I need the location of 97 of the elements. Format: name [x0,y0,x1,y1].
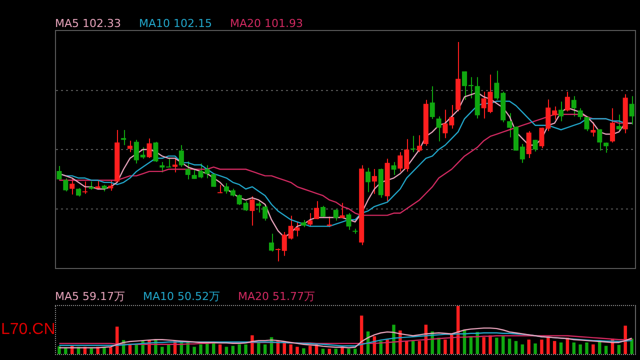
candlestick [185,160,190,180]
bar [592,344,595,354]
bar [334,348,338,354]
candlestick [82,181,88,194]
bar [624,326,627,354]
candlestick [108,180,114,192]
bar [109,347,112,354]
candlestick [146,138,152,159]
bar [354,348,357,354]
bar [585,342,588,354]
bar [238,344,241,354]
text: MA10 102.15 [139,17,212,30]
bar [437,338,440,354]
text: MA5 102.33 [55,17,121,30]
bar [308,346,312,354]
candlestick [314,200,320,220]
bar [552,341,556,354]
candlestick [372,168,377,194]
text: MA5 59.17万 [55,290,126,303]
candlestick [70,178,75,195]
candlestick [578,108,583,120]
candlestick [436,116,442,142]
candlestick [250,196,255,226]
bar [540,340,544,354]
bar [302,348,306,354]
bar [444,340,447,354]
bar [328,348,332,354]
candlestick [308,212,313,228]
candlestick [121,129,126,146]
bar [617,344,621,354]
bar [244,344,248,354]
bar [520,344,524,354]
candlestick [590,122,596,138]
candlestick [416,134,422,153]
candlestick [410,135,416,153]
candlestick [584,116,590,132]
bar [224,346,228,354]
bar [263,344,267,354]
bar [534,343,537,354]
bar [450,334,454,354]
bar [488,335,492,354]
bar [347,348,350,354]
candlestick [391,162,396,176]
bar [321,348,325,354]
bar [386,340,389,354]
annotation: L70.CN [1,321,56,339]
bar [604,346,608,354]
bar [514,341,518,354]
bar [296,346,299,354]
candlestick [430,86,435,120]
bar [482,337,486,354]
candlestick [616,114,622,132]
bar [289,344,292,354]
bar [102,347,106,354]
bar [199,344,202,354]
bar [418,341,422,354]
bar [231,346,235,354]
text: MA20 101.93 [230,17,303,30]
candlestick [320,205,326,218]
bar [527,340,530,354]
candlestick [172,158,178,173]
candlestick [269,233,274,252]
bar [160,346,164,354]
candlestick [153,141,158,163]
candlestick [558,101,564,122]
candlestick [597,128,602,152]
candlestick [610,108,615,143]
candlestick [352,228,358,234]
bar [508,338,512,354]
candlestick [256,201,262,213]
candlestick [340,202,345,218]
bar [630,338,634,354]
bar [128,344,132,354]
candlestick [56,165,62,181]
candlestick [571,96,576,117]
bar [411,341,415,354]
candlestick [63,178,68,192]
candlestick [366,167,371,193]
candlestick [178,144,184,168]
candlestick [127,140,132,153]
bar [192,346,196,354]
candlestick [333,208,338,222]
candlestick [346,212,352,230]
bar [218,344,222,354]
bar [502,336,505,354]
bar [578,344,582,354]
bar [559,342,563,354]
candlestick [211,172,216,188]
text: MA10 50.52万 [143,290,220,303]
bar [495,338,498,354]
candlestick [526,130,532,159]
candlestick [564,91,570,112]
bar [257,342,260,354]
bar [405,341,408,354]
candlestick [629,96,634,125]
bar [572,342,576,354]
text: MA20 51.77万 [238,290,316,303]
